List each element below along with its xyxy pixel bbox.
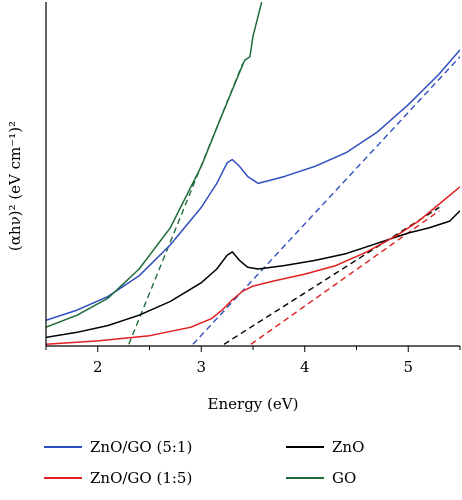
legend: ZnO/GO (5:1) ZnO ZnO/GO (1:5) GO bbox=[44, 438, 364, 487]
tangent-line-zno bbox=[223, 206, 440, 345]
legend-label-zno-go-1-5: ZnO/GO (1:5) bbox=[90, 469, 192, 487]
series-line-zno-go-1-5 bbox=[46, 186, 460, 346]
tangent-line-zno-go-5-1 bbox=[192, 56, 460, 345]
x-tick-label: 5 bbox=[403, 358, 413, 376]
series-line-zno-go-5-1 bbox=[46, 49, 460, 322]
plot-area bbox=[46, 2, 460, 346]
x-tick-label: 3 bbox=[196, 358, 206, 376]
x-tick-label: 2 bbox=[93, 358, 103, 376]
legend-label-go: GO bbox=[332, 469, 356, 487]
axes: 2 3 4 5 bbox=[45, 2, 461, 376]
x-tick-label: 4 bbox=[300, 358, 310, 376]
legend-label-zno: ZnO bbox=[332, 438, 364, 456]
x-axis-label: Energy (eV) bbox=[208, 395, 299, 413]
legend-label-zno-go-5-1: ZnO/GO (5:1) bbox=[90, 438, 192, 456]
tangent-line-zno-go-1-5 bbox=[250, 210, 440, 345]
y-axis-label: (αhν)² (eV cm⁻¹)² bbox=[6, 121, 24, 251]
series-line-zno bbox=[46, 210, 460, 339]
series-line-go bbox=[46, 2, 263, 328]
